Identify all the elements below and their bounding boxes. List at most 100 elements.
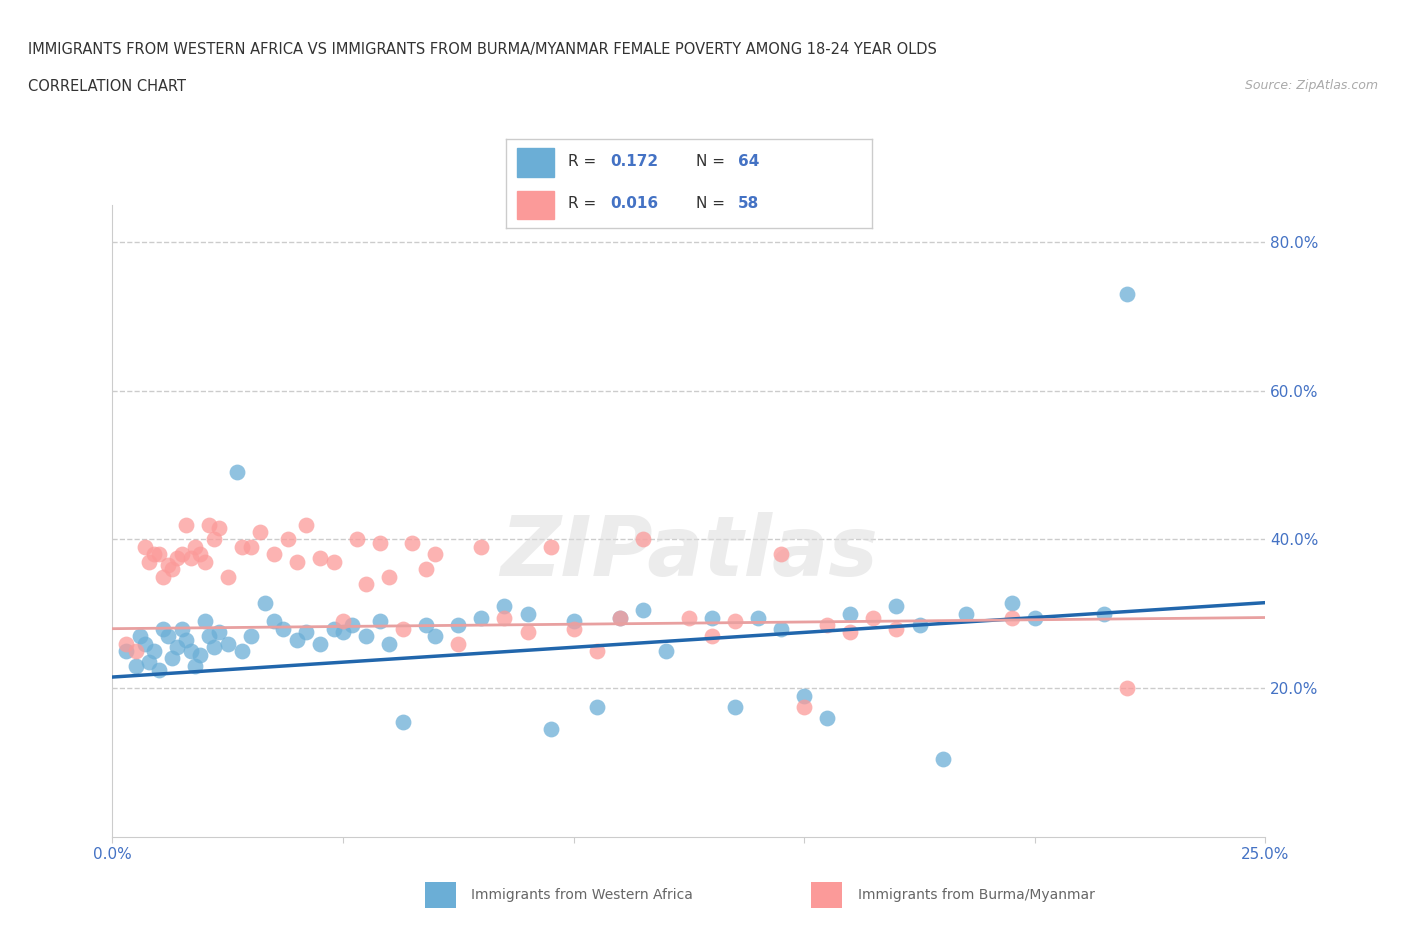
Point	[1116, 286, 1139, 301]
Text: R =: R =	[568, 154, 602, 169]
Point	[129, 629, 152, 644]
Point	[143, 644, 166, 658]
Point	[271, 621, 294, 636]
Point	[217, 636, 239, 651]
Point	[793, 699, 815, 714]
Point	[239, 539, 262, 554]
Point	[184, 658, 207, 673]
Point	[188, 547, 211, 562]
Point	[115, 644, 138, 658]
Point	[886, 599, 908, 614]
Point	[174, 517, 197, 532]
Point	[931, 751, 953, 766]
Point	[295, 625, 318, 640]
Point	[540, 539, 562, 554]
Point	[1116, 681, 1139, 696]
Point	[152, 621, 174, 636]
Point	[253, 595, 276, 610]
Point	[494, 599, 516, 614]
Text: N =: N =	[696, 196, 730, 211]
Point	[770, 547, 793, 562]
Point	[342, 618, 364, 632]
Point	[263, 614, 285, 629]
Point	[180, 644, 202, 658]
Point	[815, 711, 838, 725]
Point	[415, 562, 437, 577]
Text: N =: N =	[696, 154, 730, 169]
Point	[115, 636, 138, 651]
Point	[332, 614, 354, 629]
Point	[226, 465, 249, 480]
Point	[124, 658, 146, 673]
Point	[263, 547, 285, 562]
Point	[392, 621, 415, 636]
Text: Source: ZipAtlas.com: Source: ZipAtlas.com	[1244, 79, 1378, 92]
Point	[700, 629, 723, 644]
Point	[354, 577, 377, 591]
Point	[277, 532, 299, 547]
Point	[148, 547, 170, 562]
Point	[378, 569, 401, 584]
Point	[174, 632, 197, 647]
Point	[162, 562, 184, 577]
Bar	[811, 883, 842, 908]
Point	[231, 644, 253, 658]
Point	[156, 629, 179, 644]
Point	[793, 688, 815, 703]
Text: CORRELATION CHART: CORRELATION CHART	[28, 79, 186, 94]
Point	[368, 536, 391, 551]
Point	[138, 554, 160, 569]
Point	[134, 636, 156, 651]
Point	[332, 625, 354, 640]
Point	[202, 640, 225, 655]
Point	[156, 558, 179, 573]
Point	[188, 647, 211, 662]
Text: IMMIGRANTS FROM WESTERN AFRICA VS IMMIGRANTS FROM BURMA/MYANMAR FEMALE POVERTY A: IMMIGRANTS FROM WESTERN AFRICA VS IMMIGR…	[28, 42, 936, 57]
Point	[609, 610, 631, 625]
Point	[470, 539, 492, 554]
Point	[1001, 610, 1024, 625]
Text: 64: 64	[738, 154, 759, 169]
Text: 0.172: 0.172	[610, 154, 658, 169]
Point	[202, 532, 225, 547]
Point	[516, 625, 538, 640]
Point	[1001, 595, 1024, 610]
Point	[134, 539, 156, 554]
Point	[295, 517, 318, 532]
Point	[747, 610, 769, 625]
Point	[239, 629, 262, 644]
Text: R =: R =	[568, 196, 602, 211]
Point	[815, 618, 838, 632]
Point	[447, 636, 470, 651]
Bar	[517, 148, 554, 177]
Point	[180, 551, 202, 565]
Point	[322, 554, 344, 569]
Point	[198, 629, 221, 644]
Point	[170, 621, 193, 636]
Point	[166, 640, 188, 655]
Point	[354, 629, 377, 644]
Point	[152, 569, 174, 584]
Point	[401, 536, 423, 551]
Point	[166, 551, 188, 565]
Point	[839, 606, 862, 621]
Point	[309, 551, 332, 565]
Text: ZIPatlas: ZIPatlas	[501, 512, 877, 593]
Point	[700, 610, 723, 625]
Bar	[425, 883, 456, 908]
Point	[143, 547, 166, 562]
Point	[1092, 606, 1115, 621]
Point	[285, 554, 308, 569]
Point	[207, 521, 229, 536]
Point	[562, 614, 585, 629]
Point	[415, 618, 437, 632]
Text: 0.016: 0.016	[610, 196, 658, 211]
Point	[392, 714, 415, 729]
Point	[678, 610, 700, 625]
Point	[631, 603, 654, 618]
Point	[447, 618, 470, 632]
Text: 58: 58	[738, 196, 759, 211]
Point	[249, 525, 271, 539]
Point	[540, 722, 562, 737]
Point	[425, 629, 447, 644]
